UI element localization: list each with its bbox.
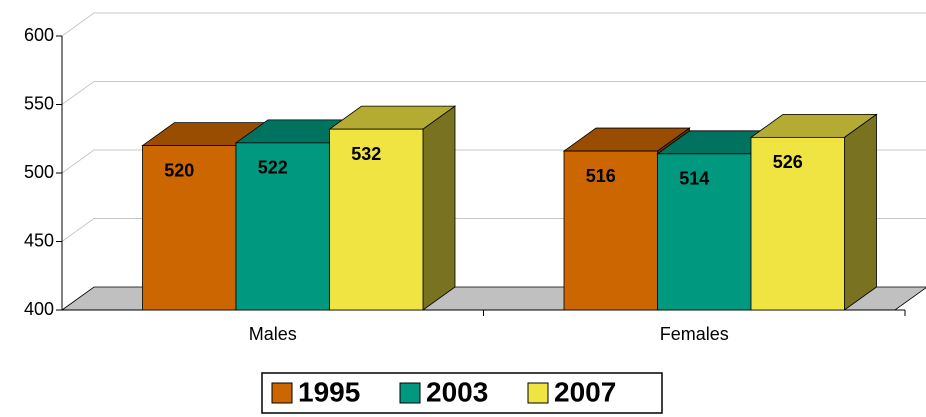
value-label: 520 [164, 160, 194, 180]
bar [235, 142, 330, 311]
y-tick-label: 550 [24, 93, 54, 113]
y-tick-label: 600 [24, 25, 54, 45]
legend-swatch [527, 382, 549, 404]
grid-line [61, 12, 926, 37]
value-label: 516 [586, 166, 616, 186]
bar [750, 136, 845, 311]
x-tick-label: Females [660, 324, 729, 344]
grid-line [61, 81, 926, 105]
bar [657, 153, 752, 311]
legend-label: 1995 [298, 376, 360, 407]
y-tick-label: 450 [24, 230, 54, 250]
bar [563, 150, 658, 311]
legend-swatch [271, 382, 293, 404]
legend-label: 2007 [554, 376, 616, 407]
value-label: 514 [679, 169, 709, 189]
legend-swatch [399, 382, 421, 404]
value-label: 532 [351, 144, 381, 164]
x-tick-label: Males [249, 324, 297, 344]
legend [261, 372, 663, 414]
y-tick-label: 400 [24, 299, 54, 319]
value-label: 522 [258, 158, 288, 178]
value-label: 526 [773, 152, 803, 172]
bar [329, 128, 424, 311]
legend-label: 2003 [426, 376, 488, 407]
bar-side [422, 105, 456, 311]
bar [142, 145, 237, 311]
bar-side [844, 113, 877, 311]
y-tick-label: 500 [24, 162, 54, 182]
